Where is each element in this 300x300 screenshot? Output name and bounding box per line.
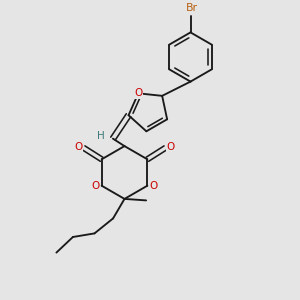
Text: Br: Br [185,3,197,14]
Text: O: O [149,181,158,191]
Text: O: O [166,142,175,152]
Text: H: H [97,130,105,141]
Text: O: O [92,181,100,191]
Text: O: O [74,142,83,152]
Text: O: O [134,88,142,98]
